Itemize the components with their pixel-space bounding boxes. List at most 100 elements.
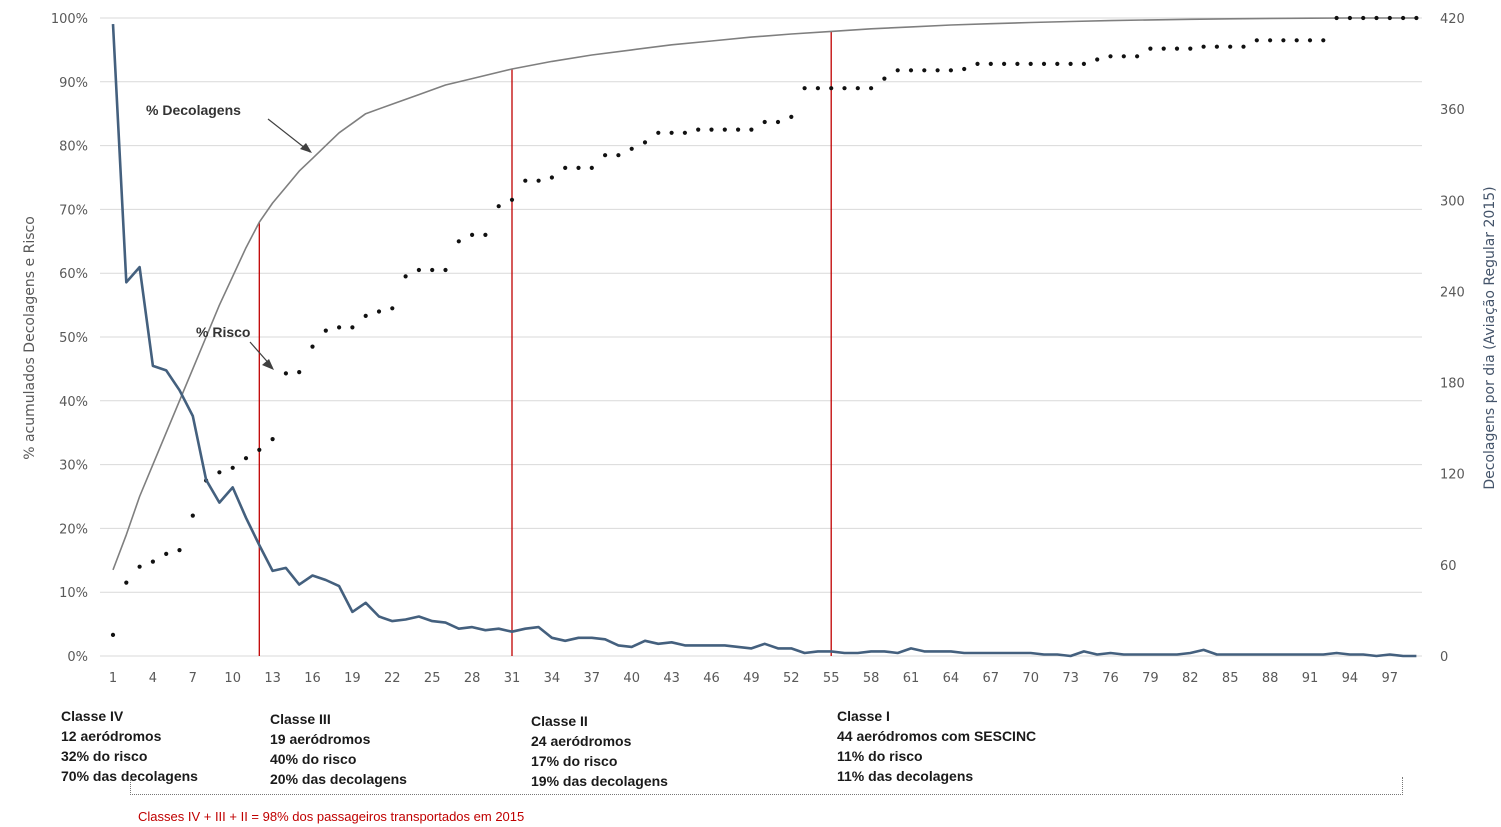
- x-tick-label: 58: [863, 671, 880, 686]
- right-axis-ticks: 0 60 120 180 240 300 360 420: [1440, 12, 1465, 665]
- risco-point: [137, 564, 142, 569]
- risco-point: [297, 370, 302, 375]
- risco-point: [789, 114, 794, 119]
- x-tick-label: 22: [384, 671, 401, 686]
- left-tick-label: 20%: [59, 522, 88, 537]
- x-tick-label: 76: [1102, 671, 1119, 686]
- class-i-count: 44 aeródromos com SESCINC: [837, 728, 1037, 744]
- x-tick-label: 19: [344, 671, 361, 686]
- risco-point: [563, 165, 568, 170]
- risco-point: [230, 465, 235, 470]
- x-tick-label: 4: [149, 671, 157, 686]
- x-tick-label: 40: [623, 671, 640, 686]
- risco-point: [443, 267, 448, 273]
- series-2: [111, 24, 1417, 658]
- x-tick-label: 28: [464, 671, 481, 686]
- risco-point: [1068, 61, 1073, 66]
- risco-point: [124, 580, 129, 585]
- risco-point: [1307, 38, 1313, 43]
- x-tick-label: 61: [903, 671, 920, 686]
- risco-point: [523, 178, 528, 183]
- x-tick-label: 94: [1342, 671, 1359, 686]
- class-ii-block: Classe II 24 aeródromos 17% do risco 19%…: [531, 711, 668, 791]
- risco-point: [177, 548, 182, 553]
- risco-point: [1214, 44, 1219, 49]
- right-tick-label: 240: [1440, 285, 1465, 300]
- risco-point: [895, 68, 900, 73]
- x-tick-label: 97: [1382, 671, 1399, 686]
- class-i-title: Classe I: [837, 708, 890, 724]
- risco-point: [696, 127, 701, 132]
- x-tick-label: 88: [1262, 671, 1279, 686]
- risco-point: [922, 68, 927, 73]
- risco-point: [1268, 38, 1273, 43]
- risco-point: [376, 309, 382, 314]
- risco-point: [882, 76, 887, 81]
- class-iv-takeoffs: 70% das decolagens: [61, 768, 198, 784]
- class-iv-block: Classe IV 12 aeródromos 32% do risco 70%…: [61, 706, 198, 786]
- left-axis-title: % acumulados Decolagens e Risco: [22, 216, 38, 460]
- risco-point: [1188, 46, 1193, 51]
- risco-point: [709, 127, 714, 132]
- risco-point: [962, 66, 967, 72]
- risco-point: [669, 130, 674, 135]
- risco-point: [1414, 15, 1419, 21]
- risco-point: [1108, 54, 1113, 59]
- risco-point: [337, 325, 342, 330]
- risco-point: [1148, 46, 1153, 51]
- class-i-block: Classe I 44 aeródromos com SESCINC 11% d…: [837, 706, 1036, 786]
- left-tick-label: 30%: [59, 459, 88, 474]
- x-tick-label: 85: [1222, 671, 1239, 686]
- decolagens-line: [112, 17, 1417, 571]
- risco-point: [642, 140, 648, 145]
- left-tick-label: 0%: [67, 650, 88, 665]
- right-tick-label: 0: [1440, 650, 1448, 665]
- risco-point: [403, 274, 408, 279]
- risco-point: [1028, 61, 1033, 66]
- left-tick-label: 10%: [59, 586, 88, 601]
- x-tick-label: 91: [1302, 671, 1319, 686]
- x-tick-label: 10: [224, 671, 241, 686]
- x-tick-label: 7: [189, 671, 197, 686]
- x-tick-label: 25: [424, 671, 441, 686]
- risco-point: [536, 178, 541, 183]
- risco-point: [1254, 38, 1259, 43]
- risco-point: [629, 146, 634, 151]
- risco-point: [310, 344, 315, 349]
- risco-point: [150, 559, 155, 564]
- risco-point: [257, 447, 262, 452]
- risco-point: [270, 437, 275, 442]
- risco-point: [164, 551, 169, 557]
- risco-point: [603, 153, 608, 158]
- series-0: [112, 17, 1417, 571]
- right-tick-label: 180: [1440, 377, 1465, 392]
- left-tick-label: 50%: [59, 331, 88, 346]
- risco-point: [470, 232, 475, 237]
- left-tick-label: 80%: [59, 140, 88, 155]
- class-ii-title: Classe II: [531, 713, 588, 729]
- risco-arrowhead: [262, 359, 274, 370]
- risco-point: [616, 153, 621, 158]
- risco-point: [1002, 61, 1007, 66]
- x-axis-ticks: 1 4 7 10 13 16 19 22 25 28 31 34 37 40 43 46 49 52 55 58 61 6…: [109, 671, 1398, 686]
- risco-point: [749, 127, 754, 132]
- risco-point: [1161, 46, 1166, 51]
- x-tick-label: 70: [1022, 671, 1039, 686]
- x-tick-label: 49: [743, 671, 760, 686]
- x-tick-label: 79: [1142, 671, 1159, 686]
- x-tick-label: 37: [584, 671, 601, 686]
- risco-point: [323, 328, 328, 333]
- decolagens-arrowhead: [300, 143, 312, 153]
- risco-point: [775, 119, 781, 125]
- risco-point: [869, 86, 874, 91]
- risco-point: [1321, 38, 1326, 43]
- class-ii-count: 24 aeródromos: [531, 733, 632, 749]
- risco-annotation-label: % Risco: [196, 324, 250, 340]
- right-tick-label: 420: [1440, 12, 1465, 27]
- risco-point: [829, 86, 834, 91]
- class-iii-risk: 40% do risco: [270, 751, 357, 767]
- risco-annotation: % Risco: [196, 324, 274, 370]
- x-tick-label: 67: [983, 671, 1000, 686]
- risco-point: [736, 127, 741, 132]
- x-tick-label: 73: [1062, 671, 1079, 686]
